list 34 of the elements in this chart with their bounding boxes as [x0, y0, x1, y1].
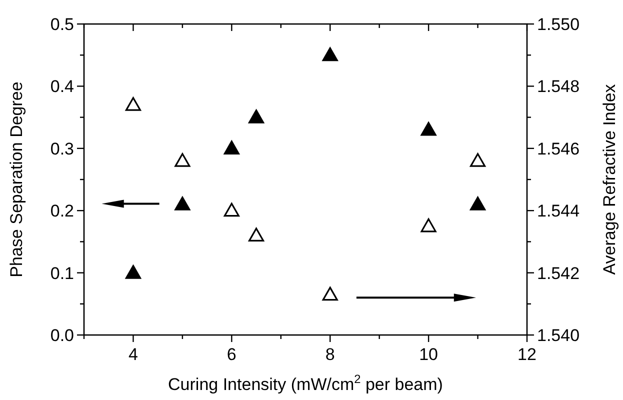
point	[248, 110, 264, 124]
y-tick-label: 0.0	[50, 326, 74, 345]
x-tick-label: 12	[518, 345, 536, 364]
y-tick-label: 0.2	[50, 202, 74, 221]
point	[125, 265, 142, 279]
y2-tick-label: 1.546	[537, 139, 580, 158]
y-tick-label: 0.4	[50, 77, 74, 96]
point	[174, 196, 190, 210]
point	[125, 97, 142, 111]
point	[420, 122, 436, 136]
point	[174, 153, 190, 167]
x-axis-title: Curing Intensity (mW/cm$^{2}$ per beam)	[168, 372, 443, 394]
y-axis-title: Phase Separation Degree	[7, 82, 26, 278]
x-tick-label: 6	[226, 345, 236, 364]
x-tick-label: 10	[419, 345, 438, 364]
y2-axis-title: Average Refractive Index	[600, 84, 619, 275]
point	[420, 218, 436, 232]
point	[470, 153, 486, 167]
point	[322, 286, 338, 301]
y2-tick-label: 1.540	[537, 326, 580, 345]
point	[470, 196, 486, 210]
y-tick-label: 0.1	[50, 264, 74, 283]
point	[322, 47, 338, 62]
y2-tick-label: 1.542	[537, 264, 580, 283]
y-tick-label: 0.3	[50, 139, 74, 158]
point	[224, 140, 240, 154]
y-tick-label: 0.5	[50, 15, 74, 34]
point	[248, 228, 264, 242]
x-tick-label: 8	[325, 345, 335, 364]
point	[224, 202, 240, 217]
x-tick-label: 4	[128, 345, 138, 364]
y2-tick-label: 1.548	[537, 77, 580, 96]
y2-tick-label: 1.544	[537, 202, 580, 221]
y2-tick-label: 1.550	[537, 15, 580, 34]
